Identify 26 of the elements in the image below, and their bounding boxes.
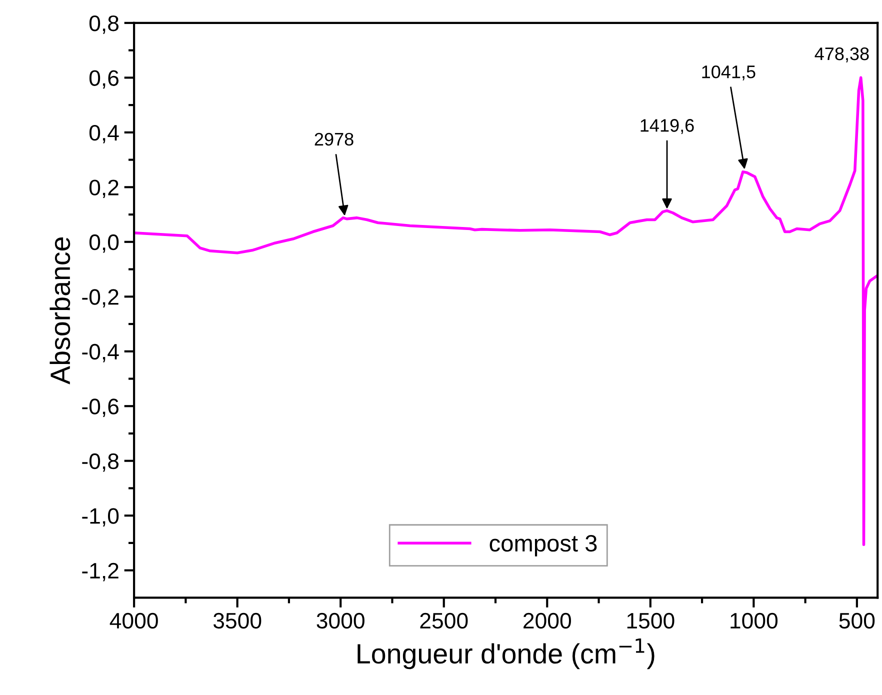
y-tick-label: 0,0 — [89, 234, 119, 253]
y-tick-label: -0,6 — [82, 398, 119, 418]
annotation: 2978 — [314, 132, 354, 146]
x-tick-label: 3500 — [213, 612, 262, 629]
y-tick-label: 0,6 — [89, 70, 119, 89]
x-tick-label: 4000 — [110, 612, 158, 629]
y-tick-label: -0,4 — [82, 344, 119, 362]
x-tick-label: 1500 — [627, 612, 674, 629]
y-tick-label: 0,2 — [89, 180, 118, 198]
annotation: 1419,6 — [640, 119, 694, 134]
x-tick-label: 500 — [839, 612, 875, 629]
y-tick-label: 0,8 — [89, 15, 119, 34]
x-tick-label: 3000 — [316, 612, 364, 629]
y-axis-title: Absorbance — [50, 237, 70, 384]
y-tick-label: -0,2 — [82, 289, 118, 308]
annotation: 1041,5 — [702, 65, 756, 80]
y-tick-label: -1,2 — [82, 562, 118, 582]
legend-label: compost 3 — [490, 534, 597, 556]
annotation: 478,38 — [814, 47, 869, 62]
x-axis-title: Longueur d'onde (cm$^{−1}$) — [358, 638, 654, 670]
x-tick-label: 2000 — [524, 612, 571, 629]
x-tick-label: 2500 — [420, 612, 468, 629]
x-tick-label: 1000 — [730, 612, 778, 629]
y-tick-label: 0,4 — [89, 124, 119, 144]
y-tick-label: -0,8 — [82, 453, 119, 472]
y-tick-label: -1,0 — [82, 508, 119, 526]
